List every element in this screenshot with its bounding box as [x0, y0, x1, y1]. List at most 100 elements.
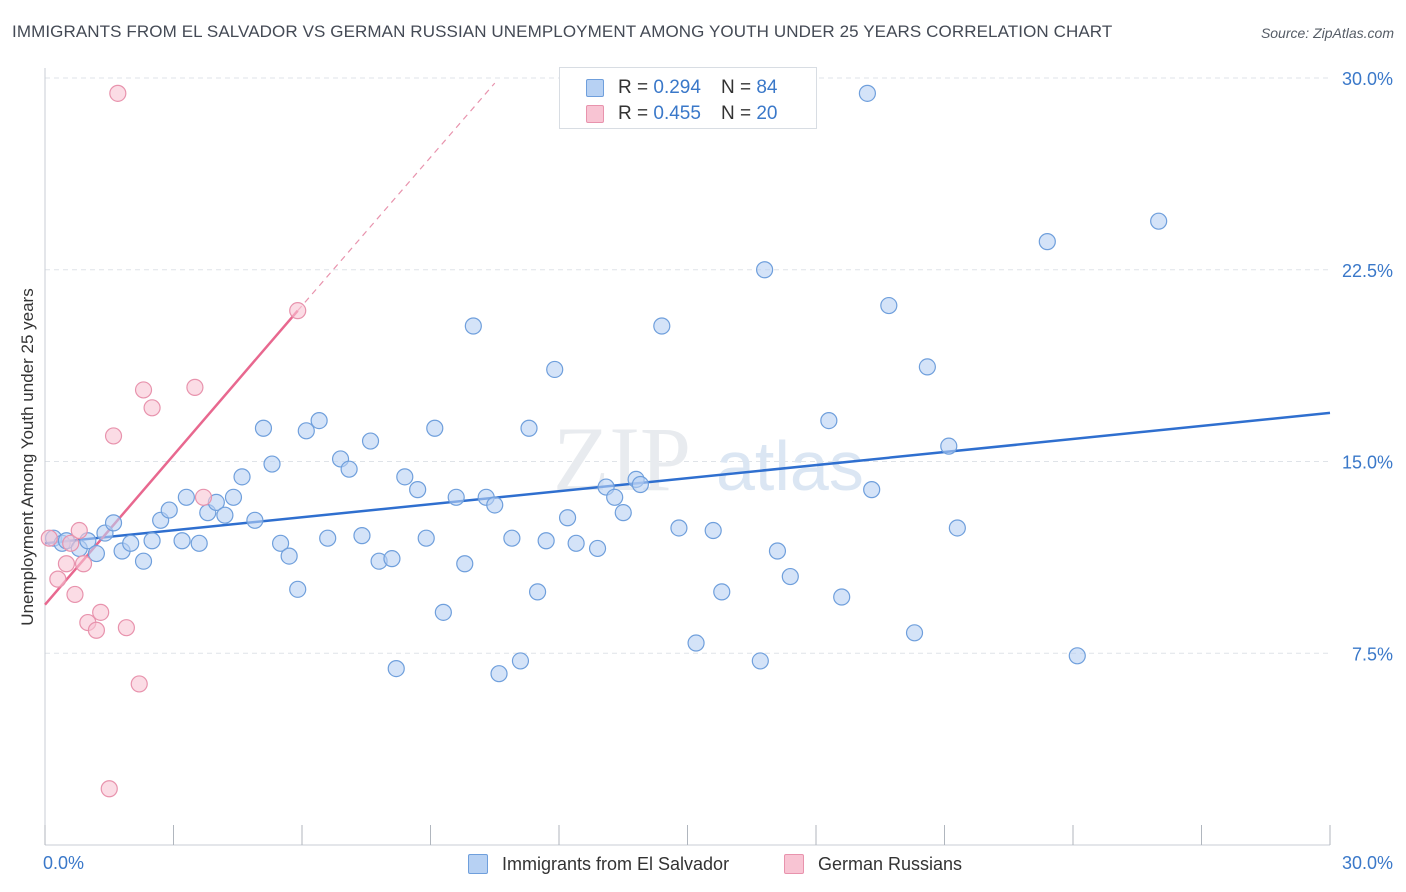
point-el-salvador — [863, 481, 881, 499]
point-el-salvador — [447, 488, 465, 506]
point-el-salvador — [426, 419, 444, 437]
point-el-salvador — [755, 261, 774, 279]
point-german-russian — [49, 570, 67, 588]
axes — [44, 68, 1331, 846]
point-el-salvador — [918, 358, 936, 376]
legend-label: German Russians — [818, 853, 963, 874]
point-el-salvador — [546, 360, 564, 379]
x-tick-label: 0.0% — [43, 853, 84, 873]
point-el-salvador — [396, 468, 414, 486]
trend-extension-german-russians — [297, 82, 496, 312]
point-el-salvador — [905, 624, 924, 642]
point-el-salvador — [409, 481, 427, 499]
point-el-salvador — [387, 659, 405, 678]
point-el-salvador — [751, 652, 769, 670]
point-el-salvador — [271, 534, 290, 552]
legend-r-label: R = — [618, 77, 649, 98]
point-el-salvador — [880, 296, 898, 315]
point-el-salvador — [280, 547, 298, 565]
point-german-russian — [143, 399, 161, 417]
point-el-salvador — [87, 544, 106, 563]
point-german-russian — [57, 555, 76, 573]
point-el-salvador — [319, 529, 337, 547]
point-el-salvador — [340, 460, 358, 478]
point-el-salvador — [558, 509, 577, 527]
legend-swatch-blue — [586, 79, 604, 97]
legend-label: Immigrants from El Salvador — [502, 853, 730, 874]
point-el-salvador — [173, 532, 191, 550]
legend-r-value: 0.294 — [653, 77, 701, 98]
point-el-salvador — [310, 411, 328, 430]
legend-row-blue: R = 0.294 N = 84 — [586, 76, 777, 100]
point-el-salvador — [511, 652, 530, 670]
point-german-russian — [40, 529, 58, 547]
grid-lines — [45, 77, 1330, 654]
point-el-salvador — [233, 468, 251, 486]
point-el-salvador — [254, 419, 273, 437]
point-german-russian — [66, 585, 84, 604]
point-el-salvador — [614, 504, 632, 522]
y-tick-label: 7.5% — [1352, 644, 1393, 664]
tick-labels: 7.5% 15.0% 22.5% 30.0% 0.0% 30.0% — [43, 69, 1393, 873]
point-el-salvador — [940, 437, 958, 455]
y-tick-label: 30.0% — [1342, 69, 1393, 89]
legend-swatch-pink — [586, 105, 604, 123]
point-el-salvador — [464, 317, 482, 335]
point-el-salvador — [289, 580, 307, 598]
trend-line-german-russians — [44, 309, 299, 606]
point-el-salvador — [417, 529, 435, 547]
point-german-russian — [289, 302, 307, 320]
point-el-salvador — [588, 539, 607, 558]
point-el-salvador — [122, 534, 140, 552]
point-german-russian — [117, 619, 135, 637]
x-tick-label: 30.0% — [1342, 853, 1393, 873]
point-el-salvador — [434, 603, 452, 621]
legend-swatch-pink — [784, 854, 804, 874]
point-el-salvador — [177, 488, 195, 506]
legend-item-german-russians: German Russians — [784, 852, 962, 876]
y-axis-label: Unemployment Among Youth under 25 years — [18, 288, 37, 625]
correlation-legend: R = 0.294 N = 84 R = 0.455 N = 20 — [559, 67, 817, 129]
data-points — [40, 84, 1168, 798]
point-el-salvador — [486, 496, 504, 514]
point-el-salvador — [134, 552, 153, 570]
point-german-russian — [109, 84, 127, 102]
point-el-salvador — [297, 422, 315, 440]
source-label: Source: ZipAtlas.com — [1260, 25, 1394, 41]
point-el-salvador — [820, 411, 838, 430]
point-el-salvador — [670, 519, 688, 537]
point-german-russian — [186, 378, 204, 396]
point-german-russian — [74, 555, 93, 573]
point-el-salvador — [653, 317, 671, 335]
legend-r-value: 0.455 — [653, 103, 701, 124]
legend-swatch-blue — [468, 854, 488, 874]
point-el-salvador — [1038, 233, 1056, 251]
point-el-salvador — [246, 511, 264, 529]
point-el-salvador — [833, 588, 851, 606]
point-german-russian — [92, 603, 110, 621]
point-el-salvador — [190, 534, 208, 552]
point-el-salvador — [948, 519, 966, 537]
point-el-salvador — [353, 527, 371, 545]
point-german-russian — [70, 521, 88, 540]
point-el-salvador — [263, 455, 281, 473]
point-el-salvador — [606, 488, 624, 506]
legend-n-label: N = — [720, 103, 752, 124]
legend-n-value: 20 — [756, 103, 778, 124]
point-el-salvador — [528, 583, 547, 601]
point-el-salvador — [456, 555, 474, 573]
point-german-russian — [100, 780, 118, 798]
point-el-salvador — [160, 501, 178, 519]
point-el-salvador — [781, 567, 799, 586]
trend-lines — [44, 82, 1331, 606]
point-el-salvador — [858, 84, 877, 102]
point-german-russian — [134, 381, 153, 399]
legend-n-value: 84 — [756, 77, 778, 98]
point-german-russian — [62, 534, 80, 552]
point-german-russian — [104, 427, 123, 445]
point-el-salvador — [704, 521, 722, 540]
legend-r-label: R = — [618, 103, 649, 124]
point-el-salvador — [216, 506, 234, 524]
legend-n-label: N = — [720, 77, 752, 98]
